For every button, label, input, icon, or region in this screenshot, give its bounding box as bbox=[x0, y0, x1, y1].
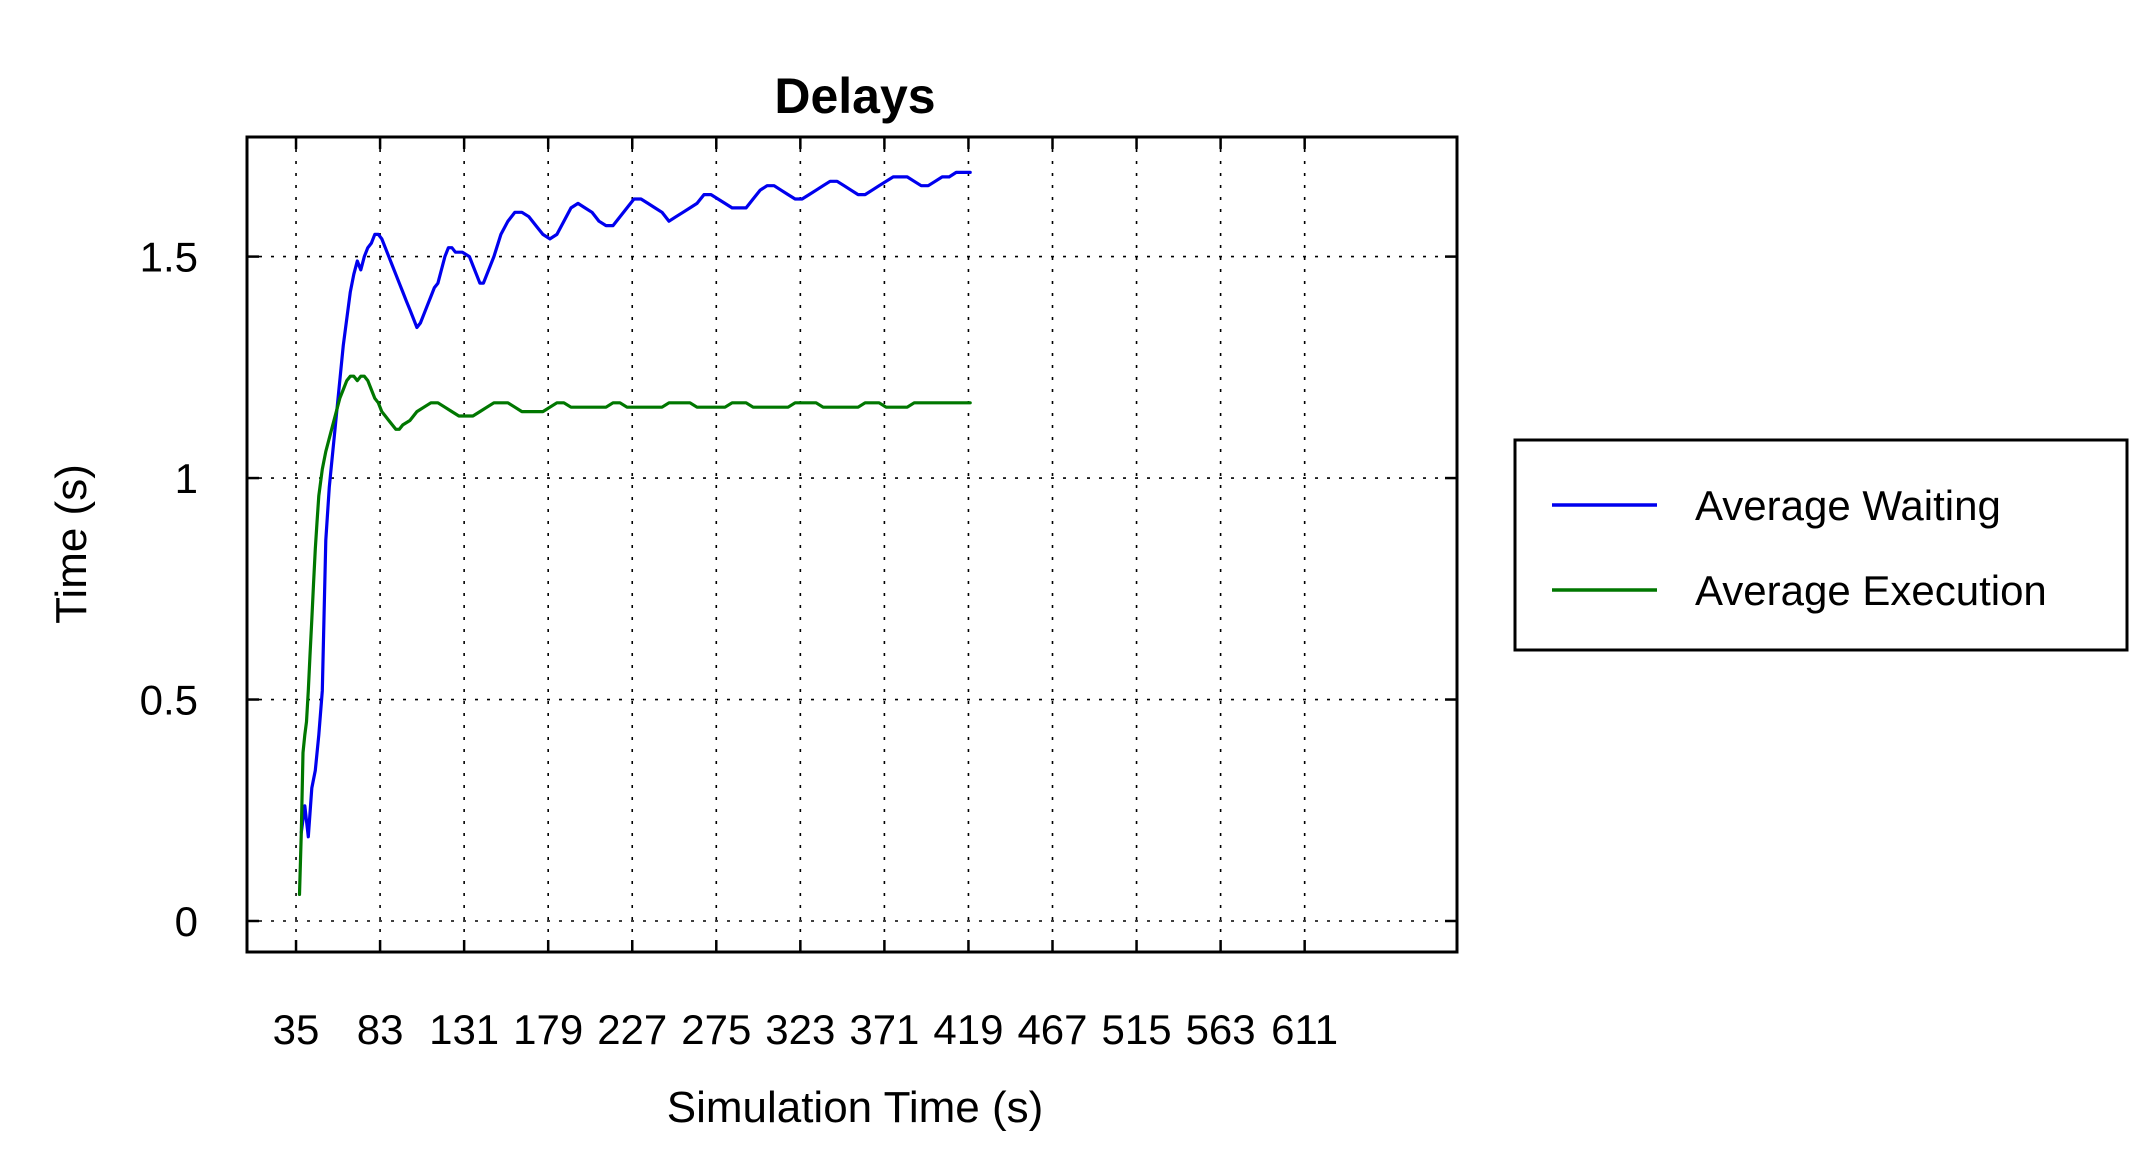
legend: Average Waiting Average Execution bbox=[1513, 438, 2129, 652]
x-tick-label: 275 bbox=[681, 1006, 751, 1053]
x-tick-label: 323 bbox=[765, 1006, 835, 1053]
plot-area-frame bbox=[245, 135, 1459, 954]
legend-label-average-execution: Average Execution bbox=[1695, 567, 2047, 614]
y-tick-labels: 0 0.5 1 1.5 bbox=[140, 234, 198, 945]
series-line-average-waiting bbox=[299, 170, 972, 839]
x-tick-label: 611 bbox=[1271, 1006, 1338, 1053]
grid bbox=[247, 137, 1457, 952]
y-axis-label: Time (s) bbox=[47, 464, 96, 624]
x-tick-labels: 35 83 131 179 227 275 323 371 419 467 515 563 611 bbox=[273, 1006, 1338, 1053]
x-tick-label: 227 bbox=[597, 1006, 667, 1053]
y-tick-label: 0.5 bbox=[140, 677, 198, 724]
x-axis-label: Simulation Time (s) bbox=[667, 1083, 1044, 1132]
legend-items: Average Waiting Average Execution bbox=[1552, 482, 2047, 614]
x-tick-label: 371 bbox=[849, 1006, 919, 1053]
y-tick-label: 1.5 bbox=[140, 234, 198, 281]
y-tick-label: 0 bbox=[175, 898, 198, 945]
x-tick-label: 131 bbox=[429, 1006, 499, 1053]
x-tick-label: 179 bbox=[513, 1006, 583, 1053]
series-layer bbox=[297, 170, 972, 896]
x-tick-label: 563 bbox=[1186, 1006, 1256, 1053]
x-tick-label: 515 bbox=[1102, 1006, 1172, 1053]
x-tick-label: 35 bbox=[273, 1006, 320, 1053]
x-tick-label: 419 bbox=[933, 1006, 1003, 1053]
legend-label-average-waiting: Average Waiting bbox=[1695, 482, 2001, 529]
y-tick-label: 1 bbox=[175, 455, 198, 502]
x-tick-label: 83 bbox=[357, 1006, 404, 1053]
x-tick-label: 467 bbox=[1017, 1006, 1087, 1053]
series-line-average-execution bbox=[297, 374, 972, 896]
legend-box bbox=[1513, 438, 2129, 652]
ticks bbox=[247, 137, 1457, 952]
chart-title: Delays bbox=[774, 68, 935, 124]
